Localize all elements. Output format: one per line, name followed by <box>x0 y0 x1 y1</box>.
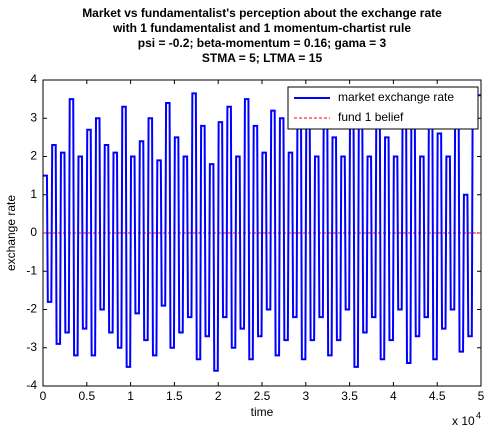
y-tick-label: 4 <box>30 72 37 86</box>
x-tick-label: 2 <box>215 389 222 403</box>
chart-title: psi = -0.2; beta-momentum = 0.16; gama =… <box>138 36 387 50</box>
x-tick-label: 3 <box>302 389 309 403</box>
y-tick-label: -4 <box>26 378 37 392</box>
y-tick-label: -3 <box>26 340 37 354</box>
x-axis-label: time <box>251 405 274 419</box>
x-scale-exponent: 4 <box>476 410 481 420</box>
x-scale-label: x 10 <box>452 414 475 428</box>
x-tick-label: 4 <box>390 389 397 403</box>
y-tick-label: 2 <box>30 149 37 163</box>
x-tick-label: 0.5 <box>78 389 95 403</box>
chart-title: Market vs fundamentalist's perception ab… <box>82 6 442 20</box>
y-tick-label: -1 <box>26 263 37 277</box>
x-tick-label: 1 <box>127 389 134 403</box>
x-tick-label: 2.5 <box>254 389 271 403</box>
legend-box <box>287 86 479 130</box>
chart-title: with 1 fundamentalist and 1 momentum-cha… <box>112 21 411 35</box>
y-tick-label: 1 <box>30 187 37 201</box>
y-tick-label: -2 <box>26 302 37 316</box>
legend-label: fund 1 belief <box>338 110 404 124</box>
chart-title: STMA = 5; LTMA = 15 <box>202 51 323 65</box>
x-tick-label: 1.5 <box>166 389 183 403</box>
x-tick-label: 3.5 <box>341 389 358 403</box>
x-tick-label: 0 <box>40 389 47 403</box>
legend-label: market exchange rate <box>338 90 454 104</box>
x-tick-label: 5 <box>478 389 485 403</box>
y-tick-label: 3 <box>30 110 37 124</box>
x-tick-label: 4.5 <box>429 389 446 403</box>
y-tick-label: 0 <box>30 225 37 239</box>
y-axis-label: exchange rate <box>4 195 18 271</box>
